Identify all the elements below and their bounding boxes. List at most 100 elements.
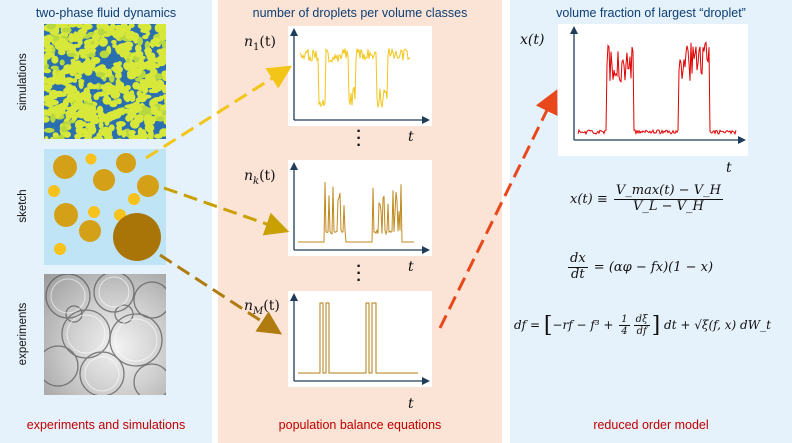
simulation-cell [140, 61, 149, 66]
simulation-cell [79, 108, 85, 114]
simulation-cell [125, 114, 132, 122]
simulation-cell [74, 134, 81, 139]
simulation-cell [77, 39, 83, 46]
simulation-cell [116, 107, 125, 116]
plot-x-ylabel: x(t) [520, 32, 545, 48]
simulation-cell [68, 24, 77, 28]
simulation-cell [86, 65, 94, 71]
simulation-cell [151, 57, 161, 63]
simulation-cell [77, 29, 86, 38]
experiment-bubbles [44, 274, 166, 395]
plot-nk [288, 160, 432, 256]
simulation-cell [98, 121, 104, 129]
simulation-cell [44, 135, 49, 139]
plot-nm-xlabel: t [408, 396, 414, 412]
equation-3-coef-num: 1 [619, 313, 630, 326]
left-panel-title: two-phase fluid dynamics [35, 6, 177, 20]
equation-1: x(t) ≡ V_max(t) − V_H V_L − V_H [570, 183, 725, 215]
simulation-cell [97, 111, 105, 120]
plot-x-xlabel: t [726, 160, 732, 176]
droplet-medium [79, 220, 101, 242]
droplet-medium [54, 203, 78, 227]
simulation-cell [91, 117, 100, 125]
simulation-cell [115, 27, 125, 38]
simulation-cell [89, 114, 99, 119]
simulation-cell [73, 51, 80, 61]
ellipsis-dots: · · · [356, 258, 362, 289]
sketch-label: sketch [17, 189, 29, 223]
simulation-cell [126, 70, 137, 76]
simulation-cell [67, 93, 74, 104]
plot-n1-x-arrow [422, 116, 430, 124]
plot-nk-label: nk(t) [244, 168, 276, 187]
simulation-cell [136, 67, 143, 76]
simulation-cell [115, 121, 126, 127]
simulation-cell [61, 27, 72, 33]
plot-nm-y-arrow [290, 293, 298, 301]
plot-nk-x-arrow [422, 246, 430, 254]
simulation-cell [67, 52, 76, 57]
middle-panel-footer: population balance equations [278, 418, 442, 432]
simulation-cell [110, 89, 121, 99]
simulation-cell [44, 116, 50, 123]
simulation-cell [44, 51, 52, 60]
simulation-cell [52, 69, 57, 77]
droplet-small [85, 153, 97, 165]
simulation-cell [160, 24, 166, 33]
simulation-cell [75, 126, 84, 135]
simulation-cell [158, 48, 166, 59]
equation-3-coef-den: 4 [621, 326, 628, 337]
simulation-cell [97, 28, 105, 36]
plot-n1-xlabel: t [408, 129, 414, 145]
simulation-cell [46, 24, 56, 30]
droplet-small [48, 185, 60, 197]
simulation-cell [124, 41, 134, 48]
simulation-cell [128, 130, 136, 135]
simulation-cell [71, 115, 77, 122]
simulation-cell [108, 134, 113, 139]
simulation-cell [50, 65, 59, 70]
droplet-small [88, 206, 100, 218]
simulation-cell [149, 41, 159, 47]
equation-3-lhs: df = [514, 318, 540, 332]
equation-2-denominator: dt [571, 266, 585, 282]
middle-panel-title: number of droplets per volume classes [252, 6, 468, 20]
simulation-cell [92, 136, 104, 139]
simulation-cell [115, 81, 125, 89]
droplet-medium [116, 153, 136, 173]
droplet-small [54, 243, 66, 255]
ellipsis-dots: · · · [356, 123, 362, 154]
simulation-cell [85, 105, 97, 111]
simulation-cell [136, 83, 144, 91]
simulation-cell [137, 36, 143, 46]
simulation-cell [109, 74, 115, 83]
plot-nm-label: nM(t) [244, 298, 280, 317]
simulation-cell [134, 50, 144, 58]
simulation-cell [153, 133, 163, 139]
simulation-cell [148, 88, 157, 94]
simulation-cell [121, 108, 131, 114]
simulation-cell [111, 39, 117, 45]
simulation-cell [50, 113, 56, 123]
simulation-cell [150, 105, 158, 116]
simulation-cell [80, 121, 87, 127]
simulations-label: simulations [17, 53, 29, 111]
equation-2-rhs: = (αφ − fx)(1 − x) [593, 259, 714, 275]
plot-n1-trace [299, 47, 411, 108]
plot-nk-y-arrow [290, 162, 298, 170]
plot-nm-trace [298, 302, 418, 374]
simulation-cell [124, 95, 131, 103]
right-panel: volume fraction of largest “droplet” x(t… [510, 0, 792, 443]
plot-n1-y-arrow [290, 28, 298, 36]
simulation-cell [79, 91, 89, 101]
simulation-cell [147, 72, 155, 77]
equation-3-deriv-num: dξ [633, 313, 650, 326]
experiment-image [44, 274, 166, 395]
simulation-cell [103, 85, 113, 94]
equation-3-rhs: dt + √ξ(f, x) dW_t [664, 318, 771, 332]
simulation-cell [80, 54, 88, 59]
simulation-cell [48, 80, 54, 85]
plot-n1 [288, 26, 432, 126]
simulation-cell [45, 85, 51, 93]
simulation-cell [63, 64, 73, 72]
